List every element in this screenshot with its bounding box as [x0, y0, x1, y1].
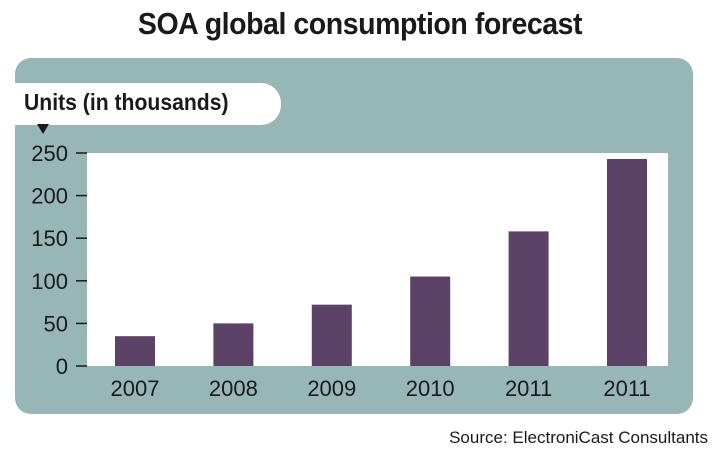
bar-series	[115, 158, 647, 366]
bar-2007	[115, 336, 155, 366]
y-axis-label-tab	[15, 83, 281, 125]
y-axis-label: Units (in thousands)	[24, 89, 229, 115]
bar-2011	[607, 158, 647, 366]
down-arrow-icon	[37, 124, 49, 134]
plot-area	[87, 153, 668, 366]
x-axis: 2007 2008 2009 2010 2011 2011	[111, 376, 651, 401]
x-tick-label: 2011	[603, 376, 650, 401]
bar-2008	[213, 323, 254, 366]
y-axis: 0 50 100 150 200 250	[31, 141, 87, 379]
x-tick-label: 2010	[406, 376, 455, 401]
x-tick-label: 2008	[209, 376, 258, 401]
y-tick-label: 200	[31, 184, 68, 209]
bar-2011	[508, 231, 549, 366]
y-tick-label: 0	[56, 354, 68, 379]
x-tick-label: 2009	[307, 376, 356, 401]
x-tick-label: 2007	[111, 376, 160, 401]
x-tick-label: 2011	[505, 376, 552, 401]
y-tick-label: 250	[31, 141, 68, 166]
y-tick-label: 50	[44, 311, 68, 336]
bar-2009	[311, 304, 352, 366]
y-tick-label: 150	[31, 226, 68, 251]
source-note: Source: ElectroniCast Consultants	[449, 428, 708, 447]
bar-2010	[410, 276, 451, 366]
y-tick-label: 100	[31, 269, 68, 294]
chart-title: SOA global consumption forecast	[137, 6, 583, 41]
